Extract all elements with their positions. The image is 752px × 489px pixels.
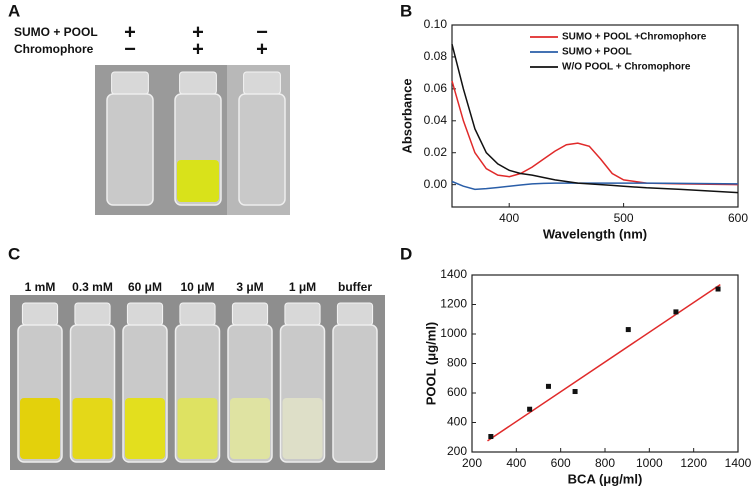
row-label: Chromophore xyxy=(14,42,94,56)
y-tick-label: 1000 xyxy=(440,326,467,340)
x-tick-label: 800 xyxy=(595,456,615,470)
y-tick-label: 0.00 xyxy=(424,177,448,191)
vial-liquid xyxy=(20,398,60,459)
vial-cap xyxy=(179,302,216,326)
x-tick-label: 400 xyxy=(506,456,526,470)
vial-cap xyxy=(284,302,321,326)
vial-liquid xyxy=(125,398,165,459)
x-tick-label: 200 xyxy=(462,456,482,470)
vial-liquid xyxy=(72,398,113,459)
panel-label: B xyxy=(400,1,412,20)
point xyxy=(715,286,721,292)
legend-label: W/O POOL + Chromophore xyxy=(562,62,691,73)
vial-liquid xyxy=(177,398,218,459)
sign: − xyxy=(124,38,136,60)
vial-cap xyxy=(336,302,374,326)
y-tick-label: 800 xyxy=(447,356,467,370)
x-tick-label: 500 xyxy=(614,211,634,225)
point xyxy=(673,309,679,315)
y-tick-label: 1200 xyxy=(440,297,467,311)
y-tick-label: 0.10 xyxy=(424,17,448,31)
point xyxy=(572,389,578,395)
x-axis-label: BCA (μg/ml) xyxy=(568,471,643,486)
sign: − xyxy=(256,21,268,43)
vial-cap xyxy=(243,71,281,95)
x-tick-label: 600 xyxy=(728,211,748,225)
x-axis-label: Wavelength (nm) xyxy=(543,226,647,241)
vial-cap xyxy=(21,302,59,326)
concentration-label: 0.3 mM xyxy=(72,280,113,294)
fit-line xyxy=(487,283,721,442)
vial xyxy=(332,324,378,463)
y-tick-label: 0.06 xyxy=(424,81,448,95)
vial-cap xyxy=(111,71,149,95)
panel-label: D xyxy=(400,244,412,263)
y-tick-label: 200 xyxy=(447,444,467,458)
y-tick-label: 0.04 xyxy=(424,113,448,127)
concentration-label: 1 mM xyxy=(25,280,56,294)
vial-liquid xyxy=(282,398,323,459)
line xyxy=(451,44,739,194)
concentration-label: 1 μM xyxy=(289,280,316,294)
point xyxy=(527,406,533,412)
concentration-label: 60 μM xyxy=(128,280,162,294)
x-tick-label: 600 xyxy=(551,456,571,470)
vial-liquid xyxy=(230,398,270,459)
concentration-label: 3 μM xyxy=(236,280,263,294)
point xyxy=(545,383,551,389)
y-axis-label: POOL (μg/ml) xyxy=(423,322,438,406)
vial-cap xyxy=(231,302,269,326)
vial xyxy=(238,93,286,206)
point xyxy=(625,327,631,333)
y-axis-label: Absorbance xyxy=(399,78,414,153)
vial xyxy=(106,93,154,206)
line xyxy=(451,80,739,186)
concentration-label: 10 μM xyxy=(180,280,214,294)
point xyxy=(488,434,494,440)
vial-liquid xyxy=(177,160,219,202)
sign: + xyxy=(192,21,204,43)
vial-cap xyxy=(74,302,111,326)
legend-label: SUMO + POOL xyxy=(562,47,632,58)
legend-label: SUMO + POOL +Chromophore xyxy=(562,32,707,43)
y-tick-label: 0.08 xyxy=(424,49,448,63)
y-tick-label: 1400 xyxy=(440,267,467,281)
x-tick-label: 1400 xyxy=(725,456,752,470)
row-label: SUMO + POOL xyxy=(14,25,98,39)
x-tick-label: 1000 xyxy=(636,456,663,470)
sign: + xyxy=(192,38,204,60)
vial-cap xyxy=(179,71,217,95)
x-tick-label: 1200 xyxy=(680,456,707,470)
x-tick-label: 400 xyxy=(499,211,519,225)
y-tick-label: 600 xyxy=(447,385,467,399)
sign: + xyxy=(256,38,268,60)
sign: + xyxy=(124,21,136,43)
panel-label: A xyxy=(8,1,20,20)
vial-cap xyxy=(126,302,164,326)
y-tick-label: 400 xyxy=(447,415,467,429)
plot-frame xyxy=(471,274,739,453)
plot-frame xyxy=(451,24,739,208)
line xyxy=(451,180,739,191)
y-tick-label: 0.02 xyxy=(424,145,448,159)
concentration-label: buffer xyxy=(338,280,372,294)
panel-label: C xyxy=(8,244,20,263)
